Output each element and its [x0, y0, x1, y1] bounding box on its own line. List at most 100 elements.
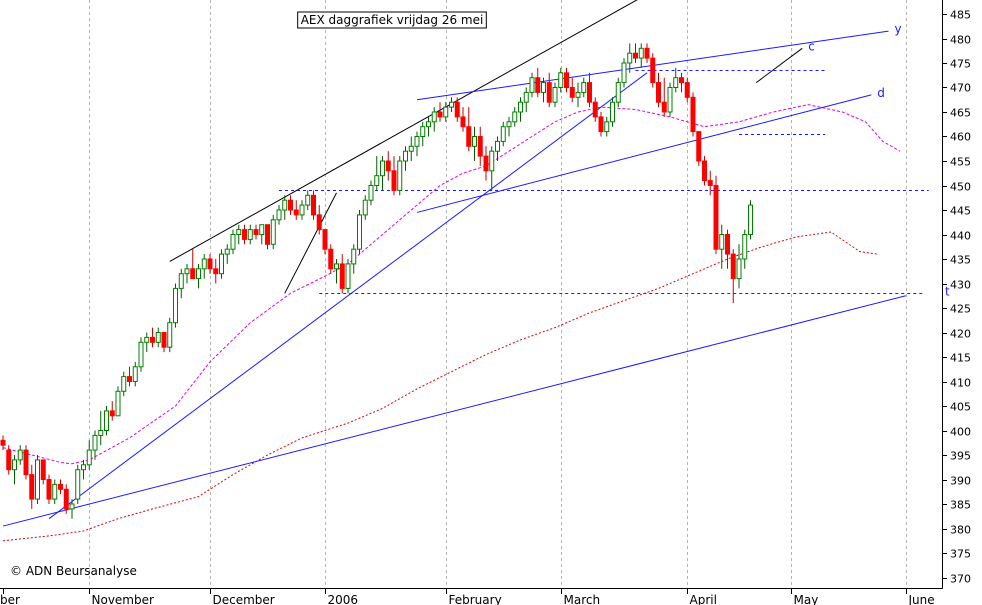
y-tick-label: 405	[950, 401, 971, 414]
candle-up	[604, 121, 610, 133]
month-label: November	[92, 593, 154, 605]
chart-title-box	[297, 11, 487, 29]
candle-down	[707, 180, 713, 187]
candle-up	[92, 434, 98, 451]
candle-up	[121, 376, 127, 392]
candle-down	[127, 376, 132, 383]
trend-line	[2, 295, 906, 527]
y-tick-label: 420	[950, 328, 971, 341]
candle-down	[242, 229, 247, 240]
candle-up	[35, 459, 40, 500]
candle-up	[581, 82, 587, 93]
candle-up	[52, 483, 58, 500]
trend-label-y: y	[895, 22, 902, 36]
candle-down	[150, 336, 155, 343]
candle-down	[23, 449, 29, 476]
candle-up	[621, 62, 627, 84]
y-tick-label: 460	[950, 131, 971, 144]
trend-lines	[2, 0, 929, 527]
y-tick-label: 430	[950, 279, 971, 292]
y-tick-label: 375	[950, 548, 971, 561]
candle-up	[305, 194, 311, 206]
y-tick-label: 425	[950, 303, 971, 316]
candle-up	[247, 229, 253, 240]
candle-up	[420, 126, 426, 137]
candle-down	[213, 268, 219, 275]
y-tick-label: 445	[950, 205, 971, 218]
candle-up	[449, 101, 454, 108]
candle-up	[518, 101, 523, 113]
candle-up	[541, 82, 546, 93]
candle-up	[299, 204, 305, 216]
candle-up	[495, 140, 500, 152]
candle-down	[564, 72, 569, 89]
candle-up	[138, 341, 144, 368]
candle-up	[575, 91, 581, 98]
candle-down	[644, 47, 650, 59]
candle-up	[380, 160, 385, 177]
y-tick-label: 400	[950, 426, 971, 439]
candle-down	[58, 483, 63, 490]
candle-down	[190, 268, 196, 280]
candle-down	[535, 77, 541, 93]
candle-up	[259, 224, 265, 235]
candle-up	[506, 121, 512, 128]
candle-up	[334, 263, 339, 270]
trend-label-c: c	[808, 39, 815, 53]
y-tick-label: 465	[950, 107, 971, 120]
candle-down	[29, 474, 35, 500]
candles	[0, 43, 753, 519]
month-label: May	[794, 593, 819, 605]
trend-line	[755, 47, 803, 84]
candle-down	[288, 199, 293, 211]
candle-up	[500, 126, 506, 142]
y-tick-label: 455	[950, 156, 971, 169]
candle-up	[230, 234, 236, 250]
candle-down	[454, 101, 460, 118]
candle-down	[311, 194, 316, 216]
candle-up	[276, 209, 282, 221]
candle-down	[328, 248, 334, 270]
candle-down	[713, 185, 719, 250]
candle-down	[316, 214, 322, 231]
candle-down	[546, 82, 552, 103]
candle-up	[345, 263, 351, 289]
candle-down	[483, 155, 489, 172]
candle-down	[656, 82, 661, 103]
month-label: April	[690, 593, 717, 605]
candle-down	[207, 258, 213, 270]
candle-up	[523, 91, 529, 103]
candle-down	[661, 101, 667, 113]
candle-down	[466, 126, 472, 147]
candle-up	[144, 336, 150, 343]
candle-up	[270, 219, 276, 245]
candle-down	[437, 111, 443, 118]
y-tick-label: 380	[950, 524, 971, 537]
trend-line	[48, 72, 648, 520]
candle-down	[460, 116, 466, 128]
y-tick-label: 410	[950, 377, 971, 390]
candle-up	[173, 287, 178, 324]
candle-up	[397, 160, 403, 191]
candle-down	[391, 170, 397, 191]
candle-up	[748, 204, 753, 236]
candle-up	[282, 199, 288, 211]
trend-line	[284, 192, 337, 294]
candle-down	[598, 116, 604, 133]
candle-down	[702, 160, 707, 182]
candle-down	[0, 439, 6, 446]
candle-up	[552, 87, 558, 103]
month-label: December	[213, 593, 275, 605]
candle-up	[667, 87, 673, 113]
candle-down	[63, 488, 69, 510]
candle-up	[351, 248, 357, 265]
candle-up	[673, 77, 679, 88]
candle-up	[529, 77, 535, 93]
candle-up	[236, 229, 242, 236]
candle-up	[167, 322, 173, 348]
moving-average-short	[2, 104, 901, 465]
candle-up	[155, 332, 161, 343]
candle-up	[178, 273, 184, 289]
candle-up	[12, 459, 17, 471]
